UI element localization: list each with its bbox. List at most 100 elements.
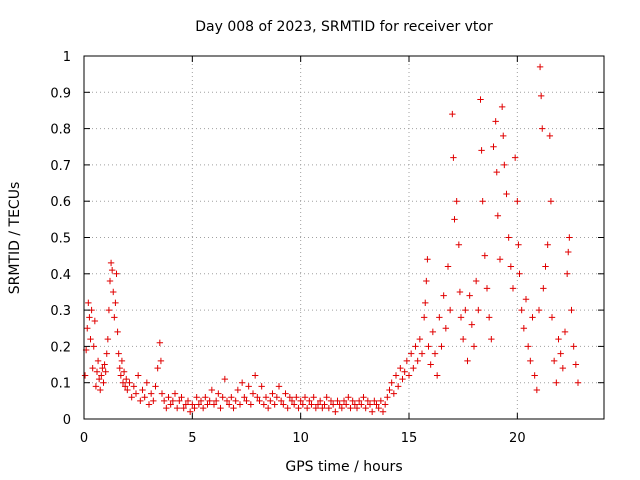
data-point [425, 343, 432, 350]
data-point [492, 118, 499, 125]
data-point [377, 397, 385, 405]
data-point [303, 404, 311, 412]
data-point [271, 401, 278, 408]
data-point [150, 397, 157, 405]
data-point [427, 361, 434, 368]
data-point [373, 401, 380, 408]
data-point [273, 394, 281, 401]
data-point [503, 190, 510, 198]
data-point [316, 397, 324, 405]
data-point [204, 401, 211, 408]
data-point [232, 397, 239, 405]
data-point [544, 241, 551, 248]
data-point [92, 383, 100, 390]
data-point [90, 343, 97, 350]
data-point [546, 132, 554, 140]
data-point [345, 394, 352, 401]
data-point [120, 368, 128, 376]
data-point [319, 404, 326, 412]
data-point [431, 350, 439, 357]
data-point [284, 404, 291, 412]
data-point [137, 397, 144, 405]
data-point [301, 394, 309, 401]
data-point [85, 299, 92, 307]
data-point [429, 328, 437, 336]
data-point [405, 372, 413, 379]
data-point [364, 397, 372, 405]
data-point [566, 234, 573, 241]
y-tick-label: 0.2 [50, 340, 71, 355]
data-point [139, 386, 146, 394]
data-point [338, 404, 346, 412]
data-point [104, 335, 112, 343]
data-point [225, 401, 233, 408]
x-tick-label: 0 [80, 431, 88, 446]
data-point [212, 397, 220, 405]
data-point [256, 397, 263, 405]
data-point [446, 306, 454, 314]
data-point [105, 306, 113, 314]
data-point [536, 63, 544, 71]
data-point [217, 404, 224, 412]
data-point [145, 401, 153, 408]
data-point [124, 386, 131, 394]
x-tick-label: 15 [401, 431, 418, 446]
data-point [288, 397, 296, 405]
data-point [160, 397, 168, 405]
data-point [243, 397, 250, 405]
y-axis-label: SRMTID / TECUs [7, 182, 23, 295]
data-point [106, 277, 114, 285]
data-point [264, 404, 272, 412]
data-point [466, 292, 473, 299]
data-point [550, 357, 558, 365]
data-point [321, 401, 328, 408]
data-point [230, 404, 237, 412]
data-point [457, 314, 465, 321]
data-point [511, 154, 519, 161]
data-point [494, 212, 502, 219]
data-point [349, 397, 356, 405]
data-point [386, 386, 393, 394]
data-point [539, 125, 546, 132]
data-point [384, 394, 391, 401]
data-point [221, 375, 229, 383]
data-point [143, 379, 151, 386]
data-point [94, 357, 102, 365]
data-point [507, 263, 515, 270]
data-point [152, 383, 159, 390]
data-point [496, 256, 504, 263]
data-point [531, 372, 538, 379]
data-points [81, 63, 582, 415]
data-point [117, 372, 125, 379]
data-point [355, 397, 363, 405]
data-point [115, 350, 122, 357]
data-point [390, 390, 398, 397]
data-point [542, 263, 549, 270]
data-point [118, 357, 126, 365]
y-tick-label: 0.7 [50, 159, 71, 174]
data-point [295, 404, 302, 412]
data-point [481, 252, 489, 259]
data-point [91, 317, 99, 325]
data-point [238, 379, 246, 386]
data-point [535, 306, 543, 314]
data-point [565, 248, 572, 256]
data-point [310, 394, 317, 401]
data-point [126, 379, 133, 386]
data-point [515, 241, 522, 248]
x-tick-label: 10 [292, 431, 309, 446]
data-point [334, 397, 341, 405]
data-point [241, 394, 248, 401]
data-point [540, 285, 547, 292]
data-point [165, 394, 172, 401]
data-point [280, 401, 287, 408]
data-point [84, 325, 91, 332]
data-point [368, 408, 376, 415]
data-point [147, 390, 155, 397]
data-point [210, 401, 218, 408]
data-point [440, 292, 447, 299]
data-point [394, 383, 402, 390]
data-point [193, 394, 200, 401]
data-point [99, 364, 106, 372]
data-point [178, 394, 185, 401]
